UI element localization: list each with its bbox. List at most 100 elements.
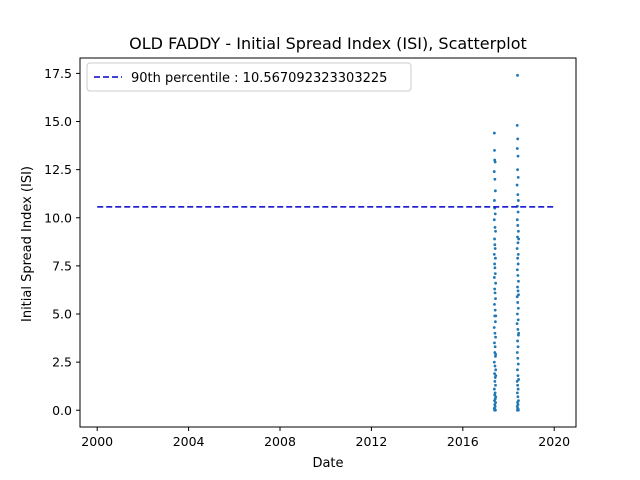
data-point [493, 262, 497, 266]
data-point [492, 131, 496, 135]
data-point [492, 252, 496, 256]
data-point [516, 285, 519, 289]
data-point [493, 408, 497, 412]
data-point [516, 168, 519, 172]
x-axis: 2000 2004 2008 2012 2016 2020 [81, 427, 570, 449]
data-point [517, 279, 520, 283]
data-point [493, 331, 497, 335]
chart-title: OLD FADDY - Initial Spread Index (ISI), … [129, 34, 527, 53]
data-point [515, 183, 519, 187]
y-axis: 0.0 2.5 5.0 7.5 10.0 12.5 15.0 17.5 [44, 66, 80, 418]
data-point [516, 312, 519, 316]
data-point [516, 256, 520, 260]
data-point [493, 287, 497, 291]
data-point [516, 73, 519, 77]
data-point [515, 351, 519, 354]
x-tick-label: 2012 [356, 434, 388, 449]
y-tick-label: 5.0 [52, 307, 72, 322]
data-point [515, 391, 519, 395]
data-point [493, 160, 497, 164]
data-point [517, 378, 520, 381]
data-point [494, 256, 497, 260]
data-points [492, 73, 521, 412]
data-point [494, 383, 497, 387]
data-point [515, 322, 519, 326]
data-point [492, 360, 496, 364]
data-point [516, 262, 520, 266]
x-tick-label: 2016 [447, 434, 479, 449]
data-point [494, 314, 498, 318]
data-point [515, 147, 519, 150]
y-tick-label: 12.5 [44, 162, 72, 177]
data-point [516, 175, 520, 179]
data-point [493, 272, 497, 275]
y-tick-label: 2.5 [52, 355, 72, 370]
data-point [515, 218, 519, 222]
data-point [516, 387, 520, 391]
data-point [517, 293, 520, 297]
data-point [516, 362, 520, 366]
data-point [493, 189, 497, 193]
data-point [494, 374, 498, 378]
data-point [493, 148, 496, 152]
data-point [516, 193, 520, 197]
data-point [493, 225, 497, 229]
data-point [515, 268, 519, 272]
data-point [516, 395, 520, 399]
data-point [494, 335, 497, 339]
data-point [493, 320, 497, 324]
data-point [516, 407, 520, 411]
data-point [494, 281, 498, 285]
data-point [493, 345, 497, 349]
data-point [493, 341, 496, 345]
data-point [493, 199, 496, 202]
data-point [516, 374, 520, 378]
y-axis-label: Initial Spread Index (ISI) [20, 166, 35, 322]
y-tick-label: 0.0 [52, 403, 72, 418]
data-point [516, 274, 520, 277]
data-point [516, 368, 519, 372]
data-point [516, 137, 520, 141]
y-tick-label: 15.0 [44, 114, 72, 129]
data-point [516, 301, 520, 304]
data-point [516, 318, 520, 322]
data-point [516, 339, 519, 343]
data-point [494, 353, 498, 356]
data-point [494, 395, 498, 399]
data-point [515, 247, 519, 250]
data-point [493, 379, 497, 383]
legend-label: 90th percentile : 10.567092323303225 [131, 71, 387, 86]
legend-box [86, 62, 412, 92]
data-point [494, 297, 497, 301]
data-point [492, 387, 496, 391]
data-point [516, 328, 520, 331]
y-tick-label: 10.0 [44, 210, 72, 225]
data-point [492, 170, 496, 173]
data-point [493, 243, 497, 247]
data-point [493, 302, 496, 306]
x-tick-label: 2004 [173, 434, 205, 449]
plot-frame [79, 57, 577, 428]
data-point [494, 368, 498, 372]
data-point [492, 326, 496, 329]
data-point [517, 237, 521, 241]
data-point [516, 345, 520, 349]
data-point [493, 364, 497, 368]
data-point [493, 212, 497, 216]
y-tick-label: 17.5 [44, 66, 72, 81]
data-point [516, 210, 520, 214]
data-point [493, 177, 497, 181]
data-point [494, 229, 497, 233]
y-tick-label: 7.5 [52, 258, 72, 273]
data-point [516, 289, 520, 293]
data-point [492, 218, 496, 222]
data-point [516, 383, 520, 387]
data-point [517, 331, 521, 335]
data-point [493, 308, 497, 312]
data-point [516, 252, 520, 256]
x-tick-label: 2020 [538, 434, 570, 449]
data-point [493, 291, 497, 295]
data-point [493, 266, 497, 270]
data-point [515, 379, 519, 383]
